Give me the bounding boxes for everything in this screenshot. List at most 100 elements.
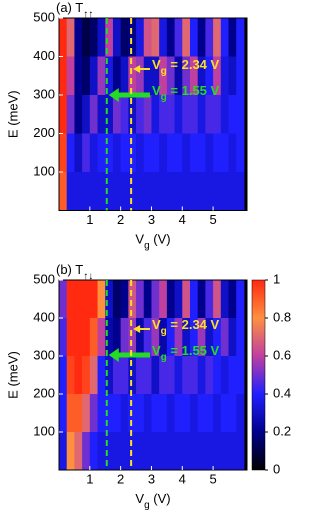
heatmap-cell: [136, 394, 145, 432]
heatmap-cell: [213, 280, 222, 318]
heatmap-cell: [74, 133, 83, 172]
arrow-head: [133, 65, 141, 73]
heatmap-cell: [151, 56, 160, 95]
heatmap-cell: [105, 172, 114, 211]
heatmap-cell: [166, 95, 176, 134]
heatmap-cell: [197, 172, 206, 211]
heatmap-cell: [228, 280, 237, 318]
panel-title-part: ↑↑: [83, 9, 93, 20]
heatmap-cell: [197, 133, 206, 172]
y-axis-label: E (meV): [5, 351, 20, 399]
panel-title: (a) T↑↑: [56, 0, 93, 20]
heatmap-cell: [213, 133, 222, 172]
x-tick-label: 3: [148, 471, 155, 486]
arrow-head: [108, 348, 119, 362]
heatmap-cell: [220, 394, 230, 432]
y-tick-label: 300: [33, 347, 55, 362]
heatmap-cell: [89, 56, 99, 95]
heatmap-cell: [228, 356, 237, 394]
heatmap-cell: [66, 95, 75, 134]
heatmap-cell: [174, 394, 183, 432]
heatmap-cell: [166, 18, 176, 57]
heatmap-cell: [59, 432, 68, 470]
heatmap-cell: [66, 394, 75, 432]
y-tick-label: 100: [33, 423, 55, 438]
heatmap-cell: [66, 172, 75, 211]
reference-label: Vg = 2.34 V: [152, 57, 220, 77]
heatmap-cell: [220, 318, 230, 356]
heatmap-cell: [97, 18, 106, 57]
heatmap-cell: [97, 56, 106, 95]
heatmap-cell: [136, 133, 145, 172]
x-axis-label-part: g: [144, 500, 150, 511]
heatmap-cell: [59, 356, 68, 394]
x-tick-label: 4: [179, 212, 186, 227]
heatmap-cell: [82, 318, 91, 356]
heatmap-cell: [228, 318, 237, 356]
page: {"chart_data":[ {"type":"heatmap","title…: [5, 0, 292, 512]
heatmap-cell: [105, 394, 114, 432]
y-tick-label: 400: [33, 48, 55, 63]
heatmap-cell: [189, 356, 199, 394]
x-tick-label: 1: [86, 471, 93, 486]
heatmap-cell: [159, 394, 168, 432]
colorbar-tick-label: 0.2: [273, 423, 291, 438]
heatmap-cell: [228, 18, 237, 57]
reference-label-part: = 2.34 V: [167, 317, 220, 332]
reference-label: Vg = 1.55 V: [152, 83, 220, 103]
heatmap-cell: [236, 133, 245, 172]
x-tick-label: 2: [117, 471, 124, 486]
heatmap-cell: [89, 133, 99, 172]
heatmap-cell: [112, 172, 122, 211]
heatmap-cell: [189, 432, 199, 470]
y-tick-label: 100: [33, 163, 55, 178]
heatmap-cell: [189, 56, 199, 95]
heatmap-cell: [105, 432, 114, 470]
heatmap-cell: [189, 133, 199, 172]
heatmap-cell: [205, 133, 214, 172]
heatmap-cell: [82, 56, 91, 95]
heatmap-cell: [143, 318, 152, 356]
heatmap-cell: [112, 394, 122, 432]
heatmap-cell: [151, 356, 160, 394]
reference-label-part: V: [152, 343, 161, 358]
heatmap-cell: [128, 356, 137, 394]
heatmap-cell: [236, 432, 245, 470]
heatmap-cell: [213, 318, 222, 356]
x-axis-label-part: (V): [150, 232, 171, 247]
heatmap-cell: [166, 56, 176, 95]
reference-label-part: V: [152, 317, 161, 332]
panel-title-part: ↑↓: [83, 271, 93, 282]
heatmap-cell: [136, 172, 145, 211]
heatmap-cell: [166, 318, 176, 356]
heatmap-cell: [66, 432, 75, 470]
heatmap-cell: [151, 172, 160, 211]
heatmap-cell: [59, 133, 68, 172]
heatmap-cell: [128, 56, 137, 95]
heatmap-cell: [89, 95, 99, 134]
heatmap-cell: [128, 133, 137, 172]
heatmap-cell: [189, 172, 199, 211]
x-axis-label-part: g: [144, 241, 150, 252]
heatmap-cell: [97, 172, 106, 211]
heatmap-cell: [220, 356, 230, 394]
heatmap-cell: [120, 356, 129, 394]
heatmap-cell: [151, 133, 160, 172]
heatmap-cell: [166, 280, 176, 318]
heatmap-cell: [136, 280, 145, 318]
heatmap-cell: [59, 95, 68, 134]
heatmap-cell: [89, 318, 99, 356]
reference-label: Vg = 1.55 V: [152, 343, 220, 363]
heatmap-cell: [120, 18, 129, 57]
heatmap-cell: [205, 280, 214, 318]
x-axis-label: Vg (V): [135, 491, 170, 511]
heatmap-cell: [143, 356, 152, 394]
heatmap-cell: [82, 432, 91, 470]
heatmap-cell: [105, 280, 114, 318]
heatmap-cell: [128, 172, 137, 211]
heatmap-cell: [197, 394, 206, 432]
heatmap-cell: [159, 95, 168, 134]
heatmap-cell: [128, 394, 137, 432]
reference-label-part: V: [152, 57, 161, 72]
heatmap-cell: [174, 356, 183, 394]
